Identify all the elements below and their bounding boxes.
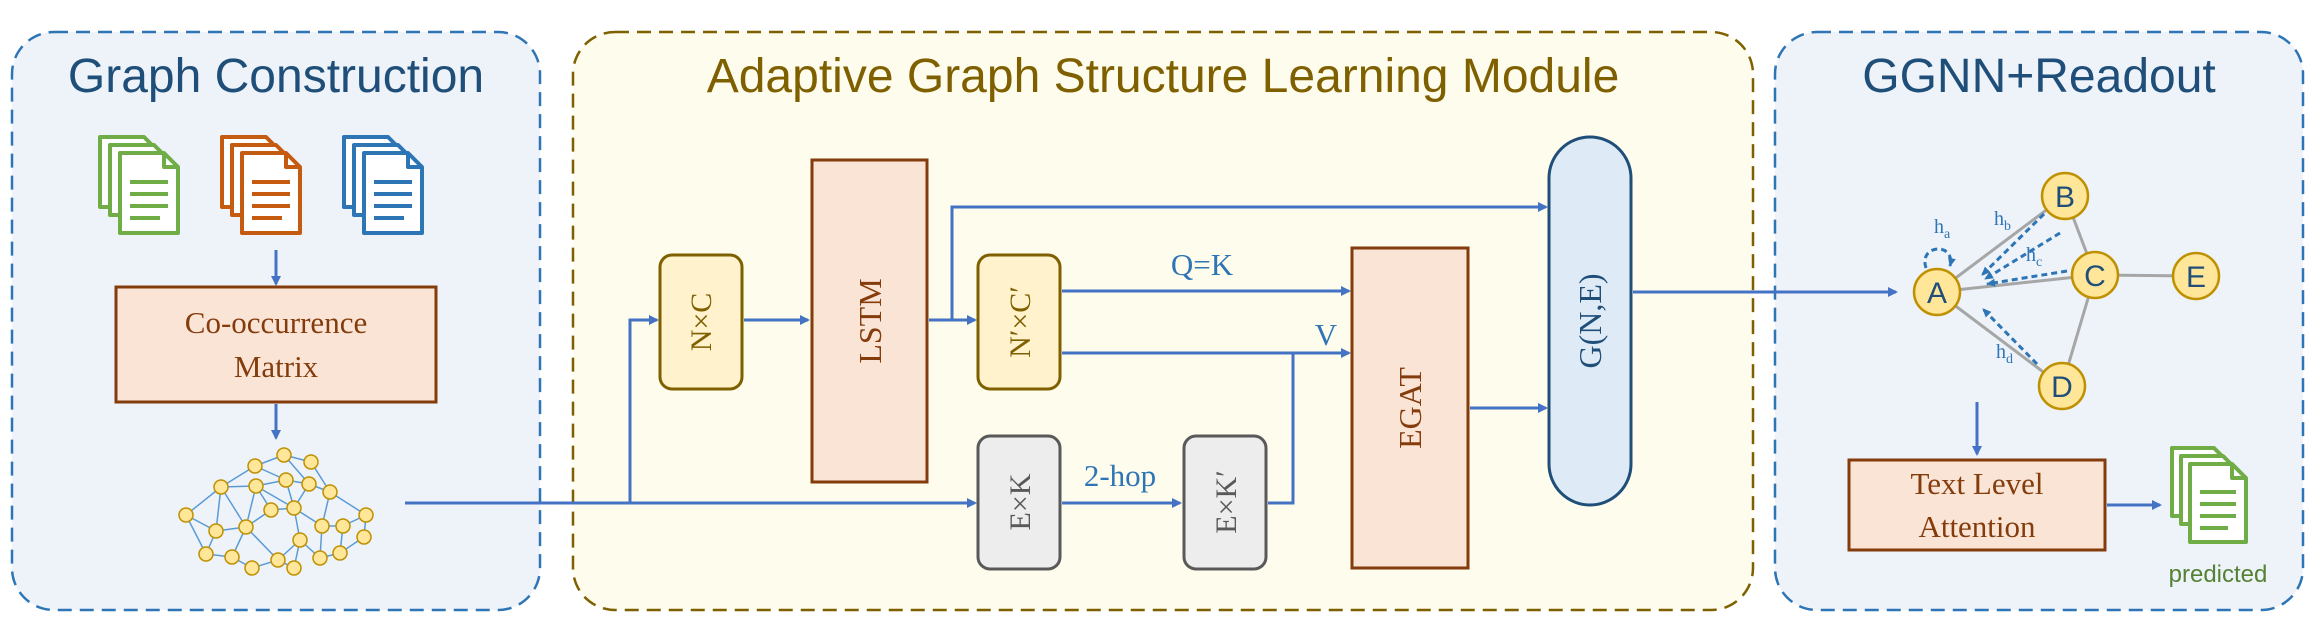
left-panel-title: Graph Construction: [68, 50, 484, 103]
text-attention-line2: Attention: [1918, 509, 2036, 544]
nc-label: N×C: [685, 293, 718, 352]
blue-document-icon: [342, 135, 424, 235]
ha-label: ha: [1934, 216, 1951, 242]
predicted-document-icon: [2170, 446, 2248, 544]
ncprime-label: N′×C′: [1004, 286, 1037, 358]
egat-label: EGAT: [1392, 367, 1428, 449]
lstm-to-gne-arrow: [950, 202, 1548, 320]
node-b-label: B: [2055, 181, 2075, 214]
gne-box: [1547, 135, 1633, 507]
gne-label: G(N,E): [1572, 273, 1608, 368]
node-d-label: D: [2051, 371, 2073, 404]
node-c: [2070, 250, 2120, 300]
node-c-label: C: [2084, 260, 2106, 293]
predicted-label: predicted: [2169, 561, 2268, 588]
text-attention-box: [1847, 458, 2107, 552]
ekprime-box: [1182, 434, 1268, 571]
orange-document-icon: [220, 135, 302, 235]
ek-label: E×K: [1004, 473, 1037, 530]
node-b: [2040, 171, 2090, 221]
qk-label: Q=K: [1171, 247, 1234, 282]
hd-label: hd: [1996, 341, 2013, 367]
node-e-label: E: [2186, 261, 2206, 294]
v-label: V: [1315, 317, 1338, 352]
graph-to-nc-arrow: [628, 315, 659, 503]
right-panel-title: GGNN+Readout: [1862, 50, 2216, 103]
nc-box: [658, 253, 744, 391]
egat-box: [1350, 246, 1470, 570]
node-d: [2037, 361, 2087, 411]
ggnn-graph: A B C D E ha hb hc hd: [1912, 171, 2221, 411]
two-hop-label: 2-hop: [1084, 458, 1156, 493]
node-a: [1912, 267, 1962, 317]
hc-label: hc: [2026, 244, 2042, 270]
lstm-box: [810, 158, 929, 484]
node-a-label: A: [1927, 277, 1947, 310]
ncprime-box: [976, 253, 1062, 391]
text-attention-line1: Text Level: [1911, 466, 2044, 501]
cooccurrence-label-line2: Matrix: [234, 349, 319, 384]
hb-label: hb: [1994, 208, 2011, 234]
ekprime-label: E×K′: [1210, 470, 1243, 533]
ekprime-to-v-line: [1268, 353, 1295, 505]
cooccurrence-label-line1: Co-occurrence: [185, 305, 367, 340]
word-graph-icon: [178, 447, 374, 576]
ek-box: [976, 434, 1062, 571]
cooccurrence-matrix-box: [114, 285, 438, 404]
node-e: [2171, 251, 2221, 301]
middle-panel-title: Adaptive Graph Structure Learning Module: [707, 50, 1620, 103]
lstm-label: LSTM: [852, 278, 888, 363]
green-document-icon: [98, 135, 180, 235]
